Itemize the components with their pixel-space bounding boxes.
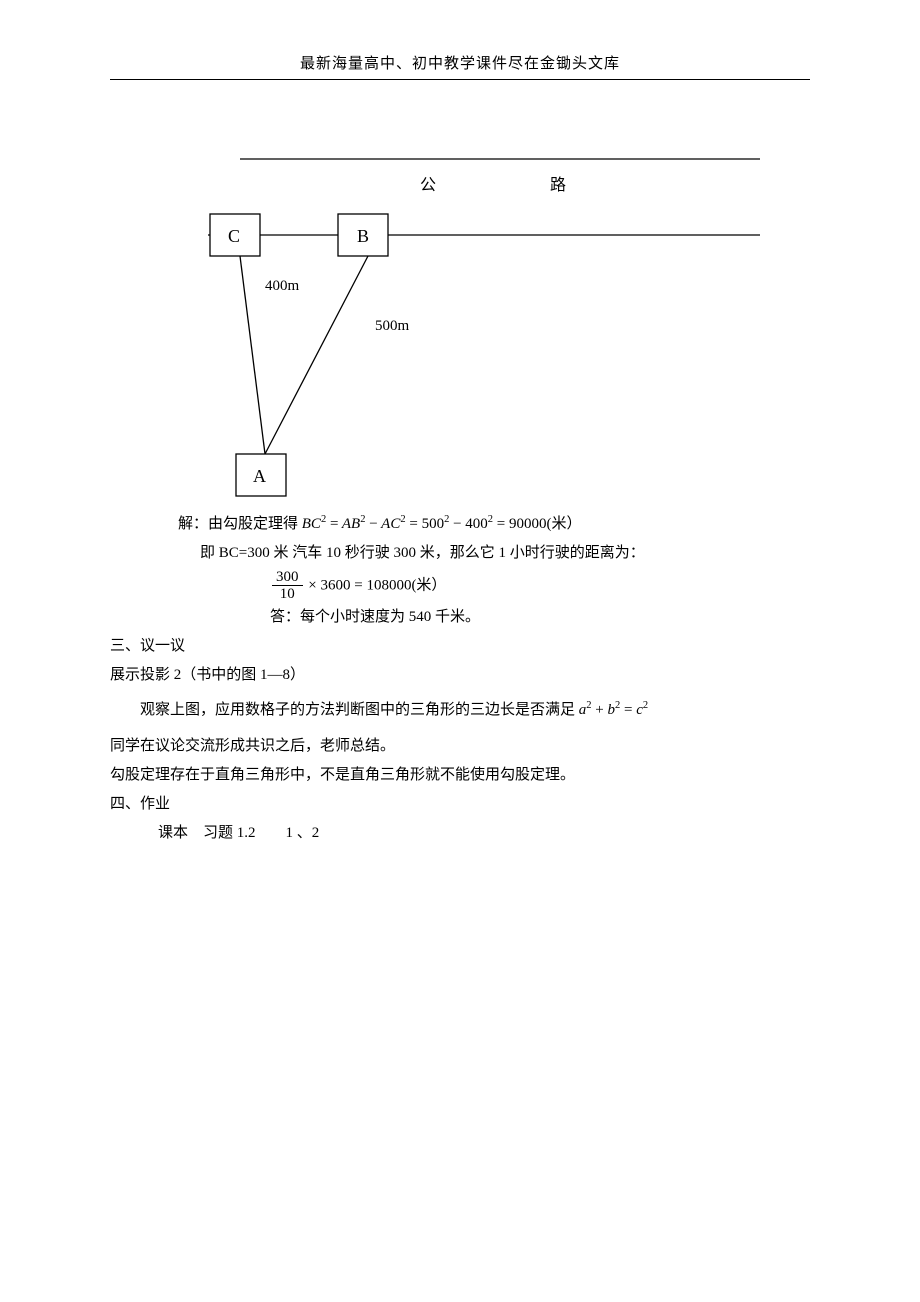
after-line-2: 勾股定理存在于直角三角形中，不是直角三角形就不能使用勾股定理。 <box>110 761 810 790</box>
solution-line: 解：由勾股定理得 BC2 = AB2 − AC2 = 5002 − 4002 =… <box>110 510 810 539</box>
frac-unit: (米） <box>411 577 446 593</box>
node-A-label: A <box>253 466 266 486</box>
edge-AC <box>240 256 265 454</box>
section3-title: 三、议一议 <box>110 632 810 661</box>
homework-line: 课本 习题 1.2 1 、2 <box>110 819 810 848</box>
road-label-2: 路 <box>550 176 566 194</box>
road-label-1: 公 <box>420 177 436 194</box>
frac-denominator: 10 <box>272 586 303 603</box>
frac-mult: 3600 <box>320 577 350 593</box>
diagram-svg: 公 路 C B A 400m 500m <box>110 150 810 510</box>
section4-title: 四、作业 <box>110 790 810 819</box>
solution-prefix: 解：由勾股定理得 <box>178 516 298 532</box>
answer-line: 答：每个小时速度为 540 千米。 <box>110 603 810 632</box>
edge-AB-label: 500m <box>375 318 410 334</box>
frac-numerator: 300 <box>272 569 303 587</box>
eq-unit: (米） <box>547 516 582 532</box>
fraction-line: 300 10 × 3600 = 108000(米） <box>110 569 810 603</box>
bc-line: 即 BC=300 米 汽车 10 秒行驶 300 米，那么它 1 小时行驶的距离… <box>110 539 810 568</box>
header-rule <box>110 79 810 80</box>
pythag-relation: a2 + b2 = c2 <box>579 702 648 718</box>
edge-AC-label: 400m <box>265 278 300 294</box>
page-header: 最新海量高中、初中教学课件尽在金锄头文库 <box>110 52 810 73</box>
node-C-label: C <box>228 226 240 246</box>
section3-line: 展示投影 2（书中的图 1—8） <box>110 661 810 690</box>
after-line-1: 同学在议论交流形成共识之后，老师总结。 <box>110 732 810 761</box>
main-equation: BC2 = AB2 − AC2 = 5002 − 4002 = 90000 <box>302 516 547 532</box>
observe-line: 观察上图，应用数格子的方法判断图中的三角形的三边长是否满足 a2 + b2 = … <box>110 696 810 725</box>
observe-prefix: 观察上图，应用数格子的方法判断图中的三角形的三边长是否满足 <box>140 702 575 718</box>
node-B-label: B <box>357 226 369 246</box>
content-body: 解：由勾股定理得 BC2 = AB2 − AC2 = 5002 − 4002 =… <box>110 510 810 849</box>
frac-result: 108000 <box>366 577 411 593</box>
geometry-diagram: 公 路 C B A 400m 500m <box>110 150 810 510</box>
fraction: 300 10 <box>272 569 303 603</box>
